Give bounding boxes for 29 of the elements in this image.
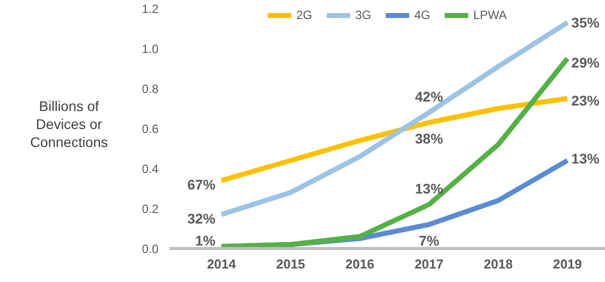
annotation: 38% (415, 130, 444, 146)
x-tick-label: 2016 (345, 256, 374, 272)
annotation: 1% (195, 232, 216, 248)
legend-label: LPWA (473, 8, 507, 22)
y-tick-label: 0.6 (142, 122, 159, 136)
annotation: 13% (571, 150, 600, 166)
y-axis-title: Billions of Devices or Connections (30, 97, 108, 151)
x-tick-label: 2017 (414, 256, 444, 272)
legend-label: 3G (355, 8, 372, 22)
legend-label: 2G (296, 8, 314, 22)
annotation: 42% (415, 88, 444, 104)
x-tick-label: 2019 (552, 256, 582, 272)
annotation: 23% (571, 92, 600, 108)
x-tick-label: 2018 (484, 256, 513, 272)
y-tick-label: 0.8 (142, 82, 159, 96)
annotation: 29% (571, 54, 600, 70)
y-tick-label: 0.0 (142, 242, 159, 256)
x-tick-label: 2015 (276, 256, 306, 272)
annotation: 35% (571, 14, 600, 30)
y-tick-label: 0.4 (142, 162, 159, 176)
y-tick-label: 1.0 (142, 42, 159, 56)
x-tick-label: 2014 (206, 256, 237, 272)
y-tick-label: 0.2 (142, 202, 159, 216)
annotation: 7% (418, 232, 440, 248)
annotation: 67% (187, 176, 216, 192)
y-tick-label: 1.2 (142, 2, 159, 16)
legend-label: 4G (414, 8, 432, 22)
annotation: 32% (187, 210, 216, 226)
annotation: 13% (415, 180, 444, 196)
